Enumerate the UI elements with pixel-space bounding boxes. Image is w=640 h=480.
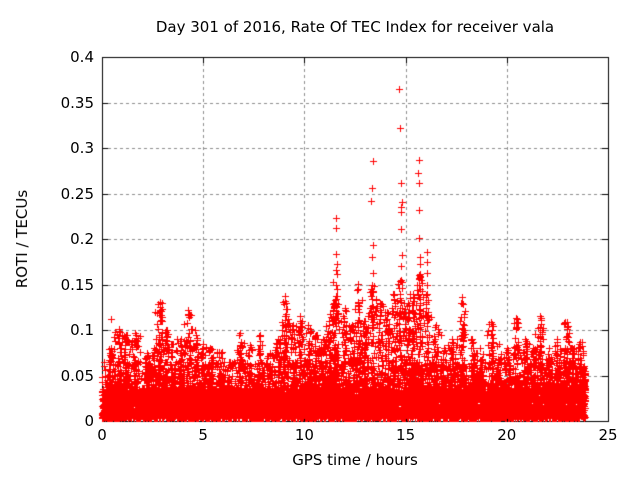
y-tick-label: 0.15 xyxy=(60,275,94,294)
y-tick-label: 0.3 xyxy=(70,139,94,157)
y-tick-label: 0.1 xyxy=(70,321,94,339)
y-tick-label: 0 xyxy=(84,412,94,430)
x-tick-label: 15 xyxy=(396,426,416,444)
x-tick-label: 25 xyxy=(598,426,618,444)
y-tick-label: 0.35 xyxy=(60,93,94,112)
y-tick-label: 0.4 xyxy=(70,48,94,66)
x-tick-label: 5 xyxy=(198,426,208,444)
x-tick-label: 10 xyxy=(294,426,314,444)
chart-title: Day 301 of 2016, Rate Of TEC Index for r… xyxy=(155,18,555,36)
x-tick-label: 0 xyxy=(97,426,107,444)
y-tick-label: 0.25 xyxy=(60,184,94,203)
x-axis-label: GPS time / hours xyxy=(292,451,418,469)
y-tick-label: 0.2 xyxy=(70,230,94,248)
x-tick-label: 20 xyxy=(497,426,517,444)
y-tick-label: 0.05 xyxy=(60,366,94,385)
